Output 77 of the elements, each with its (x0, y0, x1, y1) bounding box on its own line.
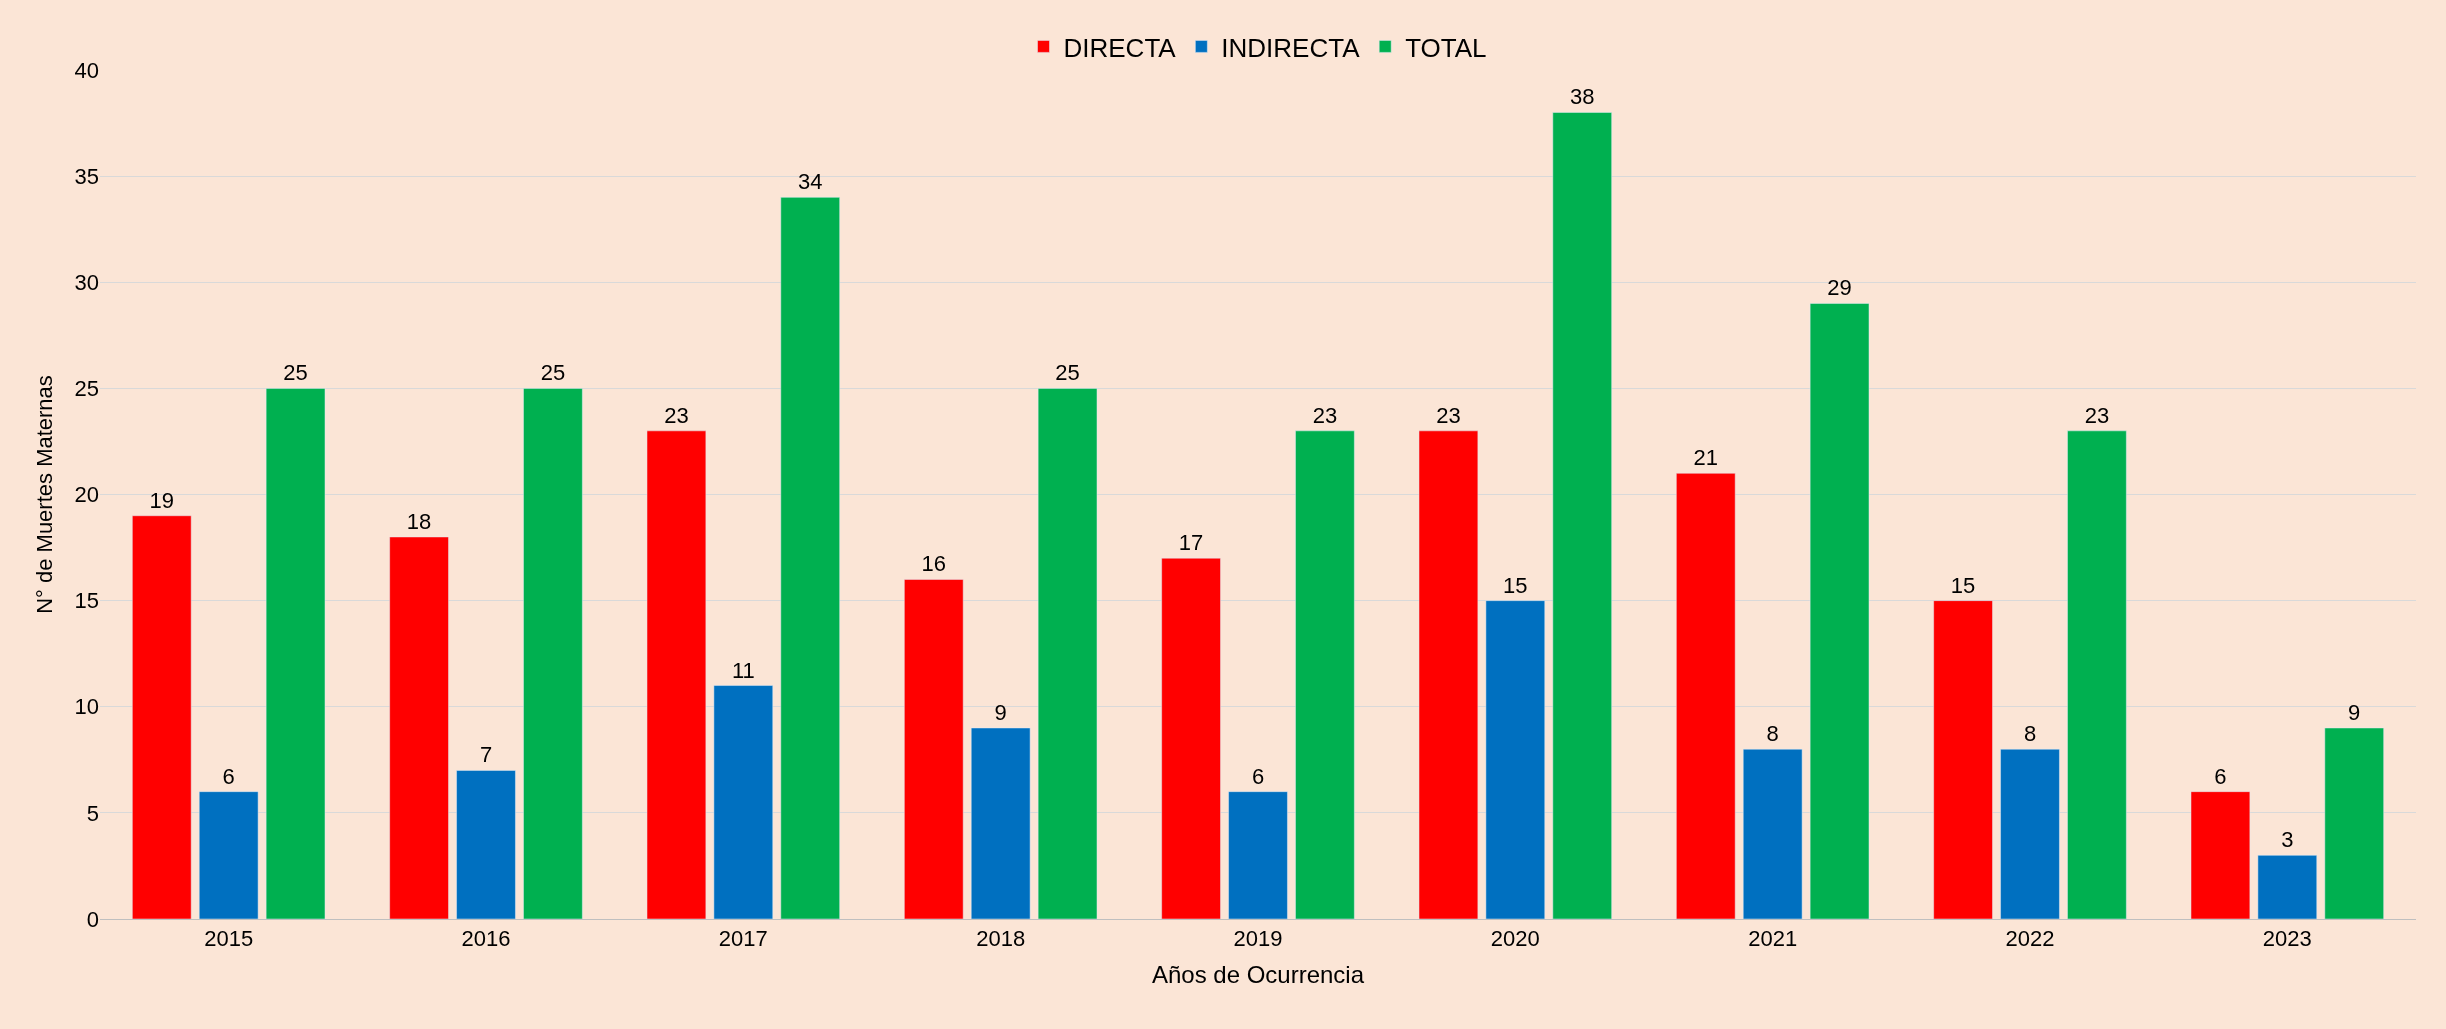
bar (1552, 112, 1612, 919)
bar (265, 388, 326, 919)
x-tick-label: 2017 (718, 926, 768, 952)
bar (2324, 727, 2384, 919)
bar (1676, 473, 1736, 919)
data-label: 23 (1312, 402, 1338, 428)
bar (713, 685, 774, 919)
y-tick-label: 0 (86, 906, 99, 932)
y-tick-label: 5 (86, 800, 99, 826)
bar (1418, 430, 1479, 919)
y-tick-label: 35 (74, 163, 99, 189)
data-label: 15 (1503, 572, 1528, 598)
bar (970, 727, 1031, 919)
bar (780, 197, 840, 919)
bar (1295, 430, 1355, 919)
bar (646, 430, 707, 919)
data-label: 15 (1950, 572, 1976, 598)
x-tick-label: 2018 (976, 926, 1026, 952)
data-label: 38 (1570, 84, 1595, 110)
legend-label: INDIRECTA (1221, 32, 1361, 63)
data-label: 3 (2281, 827, 2294, 853)
bar (389, 536, 449, 919)
data-label: 23 (664, 402, 689, 428)
data-label: 34 (798, 169, 823, 195)
y-tick-label: 30 (74, 269, 99, 295)
y-tick-label: 40 (74, 57, 99, 83)
data-label: 8 (2023, 721, 2037, 747)
bar (2067, 430, 2127, 919)
bar (1228, 791, 1288, 919)
y-tick-label: 15 (74, 588, 99, 614)
data-label: 25 (283, 360, 308, 386)
data-label: 11 (731, 657, 755, 683)
x-axis-title: Años de Ocurrencia (1151, 960, 1365, 988)
bar (1742, 748, 1803, 919)
bar (1037, 388, 1098, 919)
data-label: 23 (1436, 402, 1461, 428)
data-label: 9 (2348, 699, 2361, 725)
data-label: 18 (406, 508, 432, 534)
data-label: 6 (2214, 763, 2227, 789)
legend-label: DIRECTA (1063, 32, 1177, 63)
x-tick-label: 2015 (204, 926, 254, 952)
bar (1933, 600, 1993, 919)
bar (132, 515, 192, 919)
data-label: 9 (994, 699, 1007, 725)
x-tick-label: 2016 (461, 926, 511, 952)
bar (2257, 855, 2318, 919)
data-label: 19 (149, 487, 174, 513)
bar (1485, 600, 1546, 919)
data-label: 23 (2084, 402, 2110, 428)
y-tick-label: 25 (74, 376, 99, 402)
x-tick-label: 2023 (2262, 926, 2312, 952)
bar (2190, 791, 2251, 919)
x-tick-label: 2021 (1748, 926, 1798, 952)
bar (1161, 557, 1221, 919)
bar (2000, 748, 2060, 919)
data-label: 21 (1693, 445, 1718, 471)
data-label: 7 (479, 742, 493, 768)
y-tick-label: 10 (74, 694, 99, 720)
bar (456, 770, 516, 919)
y-tick-label: 20 (74, 482, 99, 508)
bar (904, 579, 964, 919)
data-label: 8 (1766, 721, 1779, 747)
legend-label: TOTAL (1405, 32, 1487, 63)
x-tick-label: 2020 (1490, 926, 1540, 952)
data-label: 6 (222, 763, 235, 789)
data-label: 25 (540, 360, 566, 386)
data-label: 17 (1178, 530, 1204, 556)
y-axis-title: N° de Muertes Maternas (32, 375, 58, 614)
x-tick-label: 2022 (2005, 926, 2055, 952)
data-label: 29 (1827, 275, 1852, 301)
bar (523, 388, 583, 919)
data-label: 16 (921, 551, 946, 577)
data-label: 25 (1055, 360, 1080, 386)
x-tick-label: 2019 (1233, 926, 1283, 952)
data-label: 6 (1251, 763, 1265, 789)
bar (198, 791, 259, 919)
bar (1809, 303, 1870, 919)
